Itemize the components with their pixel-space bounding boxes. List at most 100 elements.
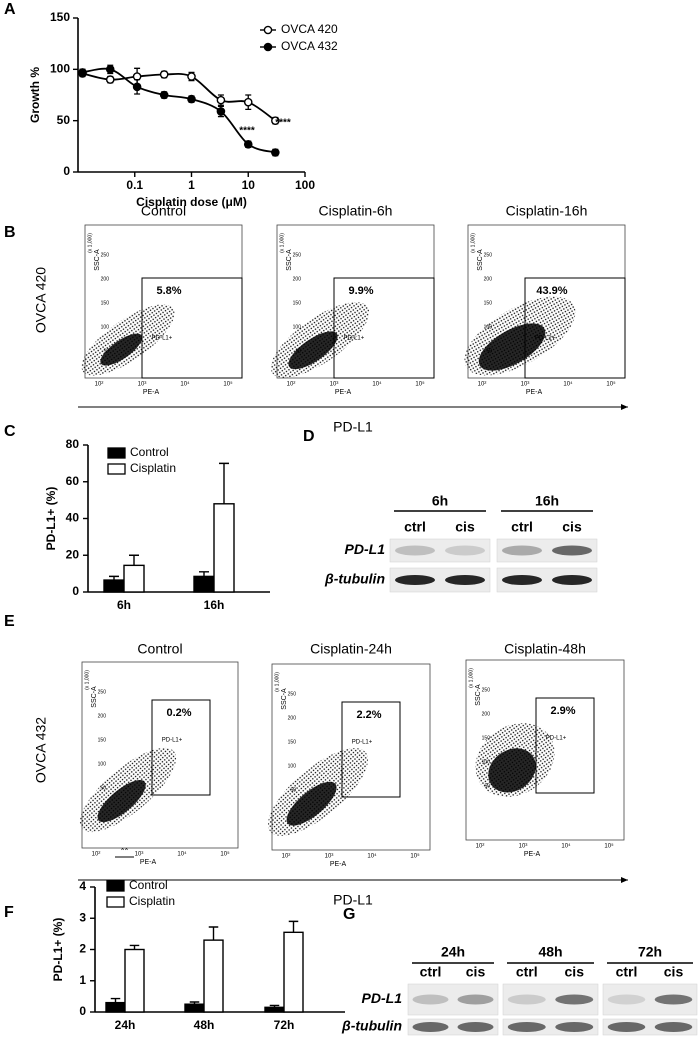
y-tick-label: 20	[66, 547, 80, 561]
flow-x-tick: 10⁴	[561, 843, 571, 850]
flow-y-tick: 100	[101, 324, 110, 330]
lane-label: cis	[455, 519, 475, 535]
data-point	[132, 82, 142, 92]
legend-swatch	[106, 880, 125, 892]
data-point	[243, 139, 253, 149]
gate	[333, 277, 435, 379]
flow-x-label: PE-A	[524, 851, 541, 858]
y-tick-label: 1	[79, 973, 86, 987]
panel-letter: C	[4, 423, 16, 440]
blot-band	[457, 994, 494, 1005]
y-tick-label: 0	[79, 1004, 86, 1018]
flow-y-tick: 250	[288, 691, 297, 697]
gate-percent: 2.2%	[356, 709, 381, 721]
flow-y-tick: 50	[295, 348, 301, 354]
significance: ****	[275, 118, 291, 129]
y-axis-title: Growth %	[28, 67, 42, 123]
flow-y-scale: (x 1,000)	[470, 233, 476, 253]
panel-letter: G	[343, 906, 355, 923]
gate-percent: 0.2%	[166, 707, 191, 719]
flow-y-tick: 50	[100, 785, 106, 791]
legend-label: Control	[129, 878, 168, 892]
gate-label: PD-L1+	[546, 736, 567, 742]
significance: **	[121, 846, 129, 857]
lane-label: ctrl	[511, 519, 533, 535]
flow-y-tick: 50	[484, 783, 490, 789]
flow-y-tick: 100	[293, 324, 302, 330]
bar	[103, 579, 125, 593]
flow-x-tick: 10³	[135, 852, 144, 858]
flow-y-scale: (x 1,000)	[468, 668, 474, 688]
x-tick-label: 0.1	[126, 178, 143, 192]
panel-letter: A	[4, 1, 16, 18]
blot-band	[395, 545, 435, 556]
flow-y-tick: 100	[482, 759, 491, 765]
flow-y-tick: 50	[290, 787, 296, 793]
y-tick-label: 0	[63, 164, 70, 178]
x-tick-label: 16h	[204, 598, 225, 612]
flow-y-scale: (x 1,000)	[84, 670, 90, 690]
gate-label: PD-L1+	[352, 740, 373, 746]
flow-x-tick: 10³	[138, 382, 147, 388]
flow-x-label: PE-A	[140, 859, 157, 866]
bar	[264, 1006, 285, 1013]
row-label: OVCA 432	[33, 717, 49, 783]
flow-x-tick: 10²	[282, 854, 291, 860]
flow-y-tick: 200	[98, 713, 107, 719]
flow-x-tick: 10²	[287, 382, 296, 388]
event-cloud-core	[286, 781, 337, 826]
flow-y-scale: (x 1,000)	[87, 233, 93, 253]
blot-strip	[407, 983, 499, 1016]
data-point	[243, 97, 253, 107]
data-point	[187, 72, 196, 81]
flow-y-tick: 200	[482, 711, 491, 717]
error-bar	[208, 926, 219, 941]
event-cloud-core	[488, 748, 536, 793]
flow-y-tick: 150	[98, 737, 107, 743]
data-point	[271, 148, 280, 157]
legend-label: Control	[130, 445, 169, 459]
data-point	[78, 68, 87, 77]
blot-band	[552, 575, 592, 585]
row-label: β-tubulin	[324, 571, 385, 587]
flow-y-tick: 100	[484, 324, 493, 330]
flow-y-tick: 50	[103, 348, 109, 354]
flow-y-tick: 150	[101, 300, 110, 306]
lane-label: ctrl	[516, 964, 538, 980]
gate	[141, 277, 243, 379]
blot-band	[555, 994, 594, 1005]
legend-swatch	[107, 463, 126, 475]
flow-y-label: SSC-A	[477, 249, 484, 271]
flow-x-tick: 10⁵	[415, 381, 425, 388]
plot-title: Cisplatin-24h	[310, 641, 392, 657]
gate-label: PD-L1+	[162, 738, 183, 744]
flow-x-tick: 10³	[330, 382, 339, 388]
time-label: 16h	[535, 493, 559, 509]
legend-label: Cisplatin	[129, 894, 175, 908]
panel-letter: E	[4, 613, 15, 630]
plot-title: Control	[137, 641, 182, 657]
time-label: 48h	[538, 944, 562, 960]
data-point	[271, 116, 280, 125]
bar	[283, 931, 304, 1013]
legend-label: OVCA 420	[281, 22, 338, 36]
plot-title: Control	[141, 203, 186, 219]
gate-percent: 43.9%	[536, 285, 567, 297]
gate-label: PD-L1+	[152, 336, 173, 342]
flow-y-tick: 150	[482, 735, 491, 741]
row-label: PD-L1	[362, 990, 403, 1006]
flow-x-tick: 10⁴	[177, 851, 187, 858]
y-tick-label: 100	[50, 62, 70, 76]
flow-x-label: PE-A	[335, 389, 352, 396]
legend-swatch	[106, 896, 125, 908]
flow-y-tick: 200	[484, 276, 493, 282]
flow-y-tick: 100	[288, 763, 297, 769]
x-tick-label: 6h	[117, 598, 131, 612]
gate-percent: 9.9%	[348, 285, 373, 297]
data-point	[159, 90, 169, 100]
row-label: PD-L1	[345, 541, 386, 557]
lane-label: ctrl	[404, 519, 426, 535]
flow-x-label: PE-A	[143, 389, 160, 396]
